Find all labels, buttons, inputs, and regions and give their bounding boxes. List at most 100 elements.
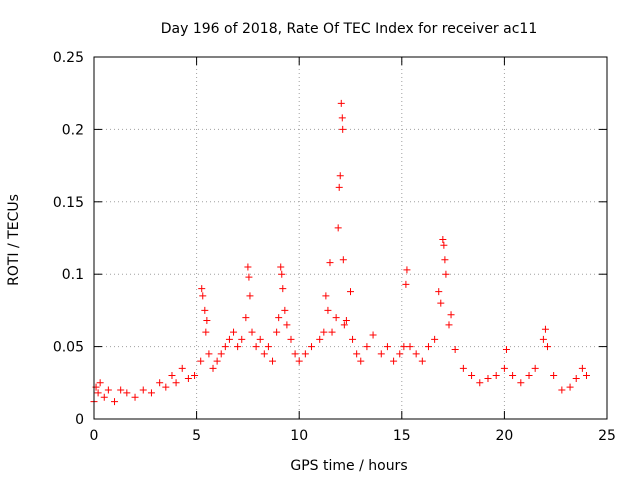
data-point: [459, 364, 467, 372]
x-tick-labels: 0 5 10 15 20 25: [90, 428, 616, 444]
data-point: [402, 280, 410, 288]
data-point: [322, 292, 330, 300]
data-point: [230, 328, 238, 336]
data-point: [320, 328, 328, 336]
plot-area: [94, 57, 607, 419]
data-point: [264, 343, 272, 351]
data-point: [213, 357, 221, 365]
data-point: [256, 335, 264, 343]
data-point: [238, 335, 246, 343]
y-tick-label: 0.2: [62, 122, 84, 138]
data-point: [451, 345, 459, 353]
data-point: [326, 259, 334, 267]
data-point: [437, 299, 445, 307]
data-point: [147, 389, 155, 397]
data-point: [131, 393, 139, 401]
data-point: [328, 328, 336, 336]
data-point: [424, 343, 432, 351]
data-point: [339, 256, 347, 264]
data-point: [295, 357, 303, 365]
data-point: [441, 256, 449, 264]
data-point: [172, 379, 180, 387]
data-point: [476, 379, 484, 387]
data-point: [383, 343, 391, 351]
data-point: [396, 350, 404, 358]
axis-ticks: [93, 56, 608, 420]
data-point: [205, 350, 213, 358]
data-point: [335, 183, 343, 191]
data-point: [117, 386, 125, 394]
data-point: [162, 383, 170, 391]
data-point: [566, 383, 574, 391]
data-point: [287, 335, 295, 343]
data-points: [90, 99, 590, 406]
data-point: [400, 343, 408, 351]
data-point: [96, 379, 104, 387]
data-point: [291, 350, 299, 358]
data-point: [202, 328, 210, 336]
data-point: [500, 364, 508, 372]
data-point: [347, 288, 354, 296]
x-tick-label: 0: [90, 428, 99, 444]
data-point: [543, 343, 551, 351]
data-point: [412, 350, 420, 358]
y-tick-label: 0.05: [53, 340, 84, 356]
data-point: [94, 389, 102, 397]
data-point: [283, 321, 291, 329]
data-point: [111, 398, 119, 406]
data-point: [447, 311, 455, 319]
data-point: [242, 314, 250, 322]
data-point: [334, 224, 342, 232]
data-point: [178, 364, 186, 372]
data-point: [301, 350, 309, 358]
data-point: [357, 357, 365, 365]
data-point: [531, 364, 539, 372]
data-point: [201, 306, 209, 314]
y-tick-label: 0: [75, 412, 84, 428]
data-point: [316, 335, 324, 343]
data-point: [340, 321, 348, 329]
y-axis-label: ROTI / TECUs: [6, 194, 22, 286]
data-point: [484, 374, 492, 382]
data-point: [273, 328, 281, 336]
data-point: [582, 372, 590, 380]
data-point: [246, 292, 254, 300]
data-point: [332, 314, 340, 322]
x-axis-label: GPS time / hours: [290, 458, 407, 474]
data-point: [502, 345, 510, 353]
data-point: [363, 343, 371, 351]
data-point: [156, 379, 164, 387]
x-tick-label: 15: [393, 428, 411, 444]
data-point: [308, 343, 316, 351]
data-point: [278, 270, 286, 278]
data-point: [578, 364, 586, 372]
data-point: [277, 263, 285, 271]
data-point: [245, 273, 253, 281]
data-point: [244, 263, 252, 271]
data-point: [209, 364, 217, 372]
data-point: [324, 306, 332, 314]
data-point: [492, 372, 500, 380]
chart-title: Day 196 of 2018, Rate Of TEC Index for r…: [161, 21, 537, 37]
data-point: [550, 372, 558, 380]
data-point: [217, 350, 225, 358]
data-point: [369, 331, 377, 339]
data-point: [435, 288, 443, 296]
x-tick-label: 25: [598, 428, 616, 444]
data-point: [572, 374, 580, 382]
data-point: [191, 372, 199, 380]
data-point: [418, 357, 426, 365]
data-point: [390, 357, 398, 365]
x-tick-label: 20: [495, 428, 513, 444]
data-point: [269, 357, 277, 365]
data-point: [337, 99, 345, 107]
plot-frame: [93, 56, 608, 420]
data-point: [525, 372, 533, 380]
data-point: [225, 335, 233, 343]
data-point: [139, 386, 147, 394]
data-point: [168, 372, 176, 380]
data-point: [509, 372, 517, 380]
data-point: [349, 335, 357, 343]
data-point: [203, 317, 211, 325]
